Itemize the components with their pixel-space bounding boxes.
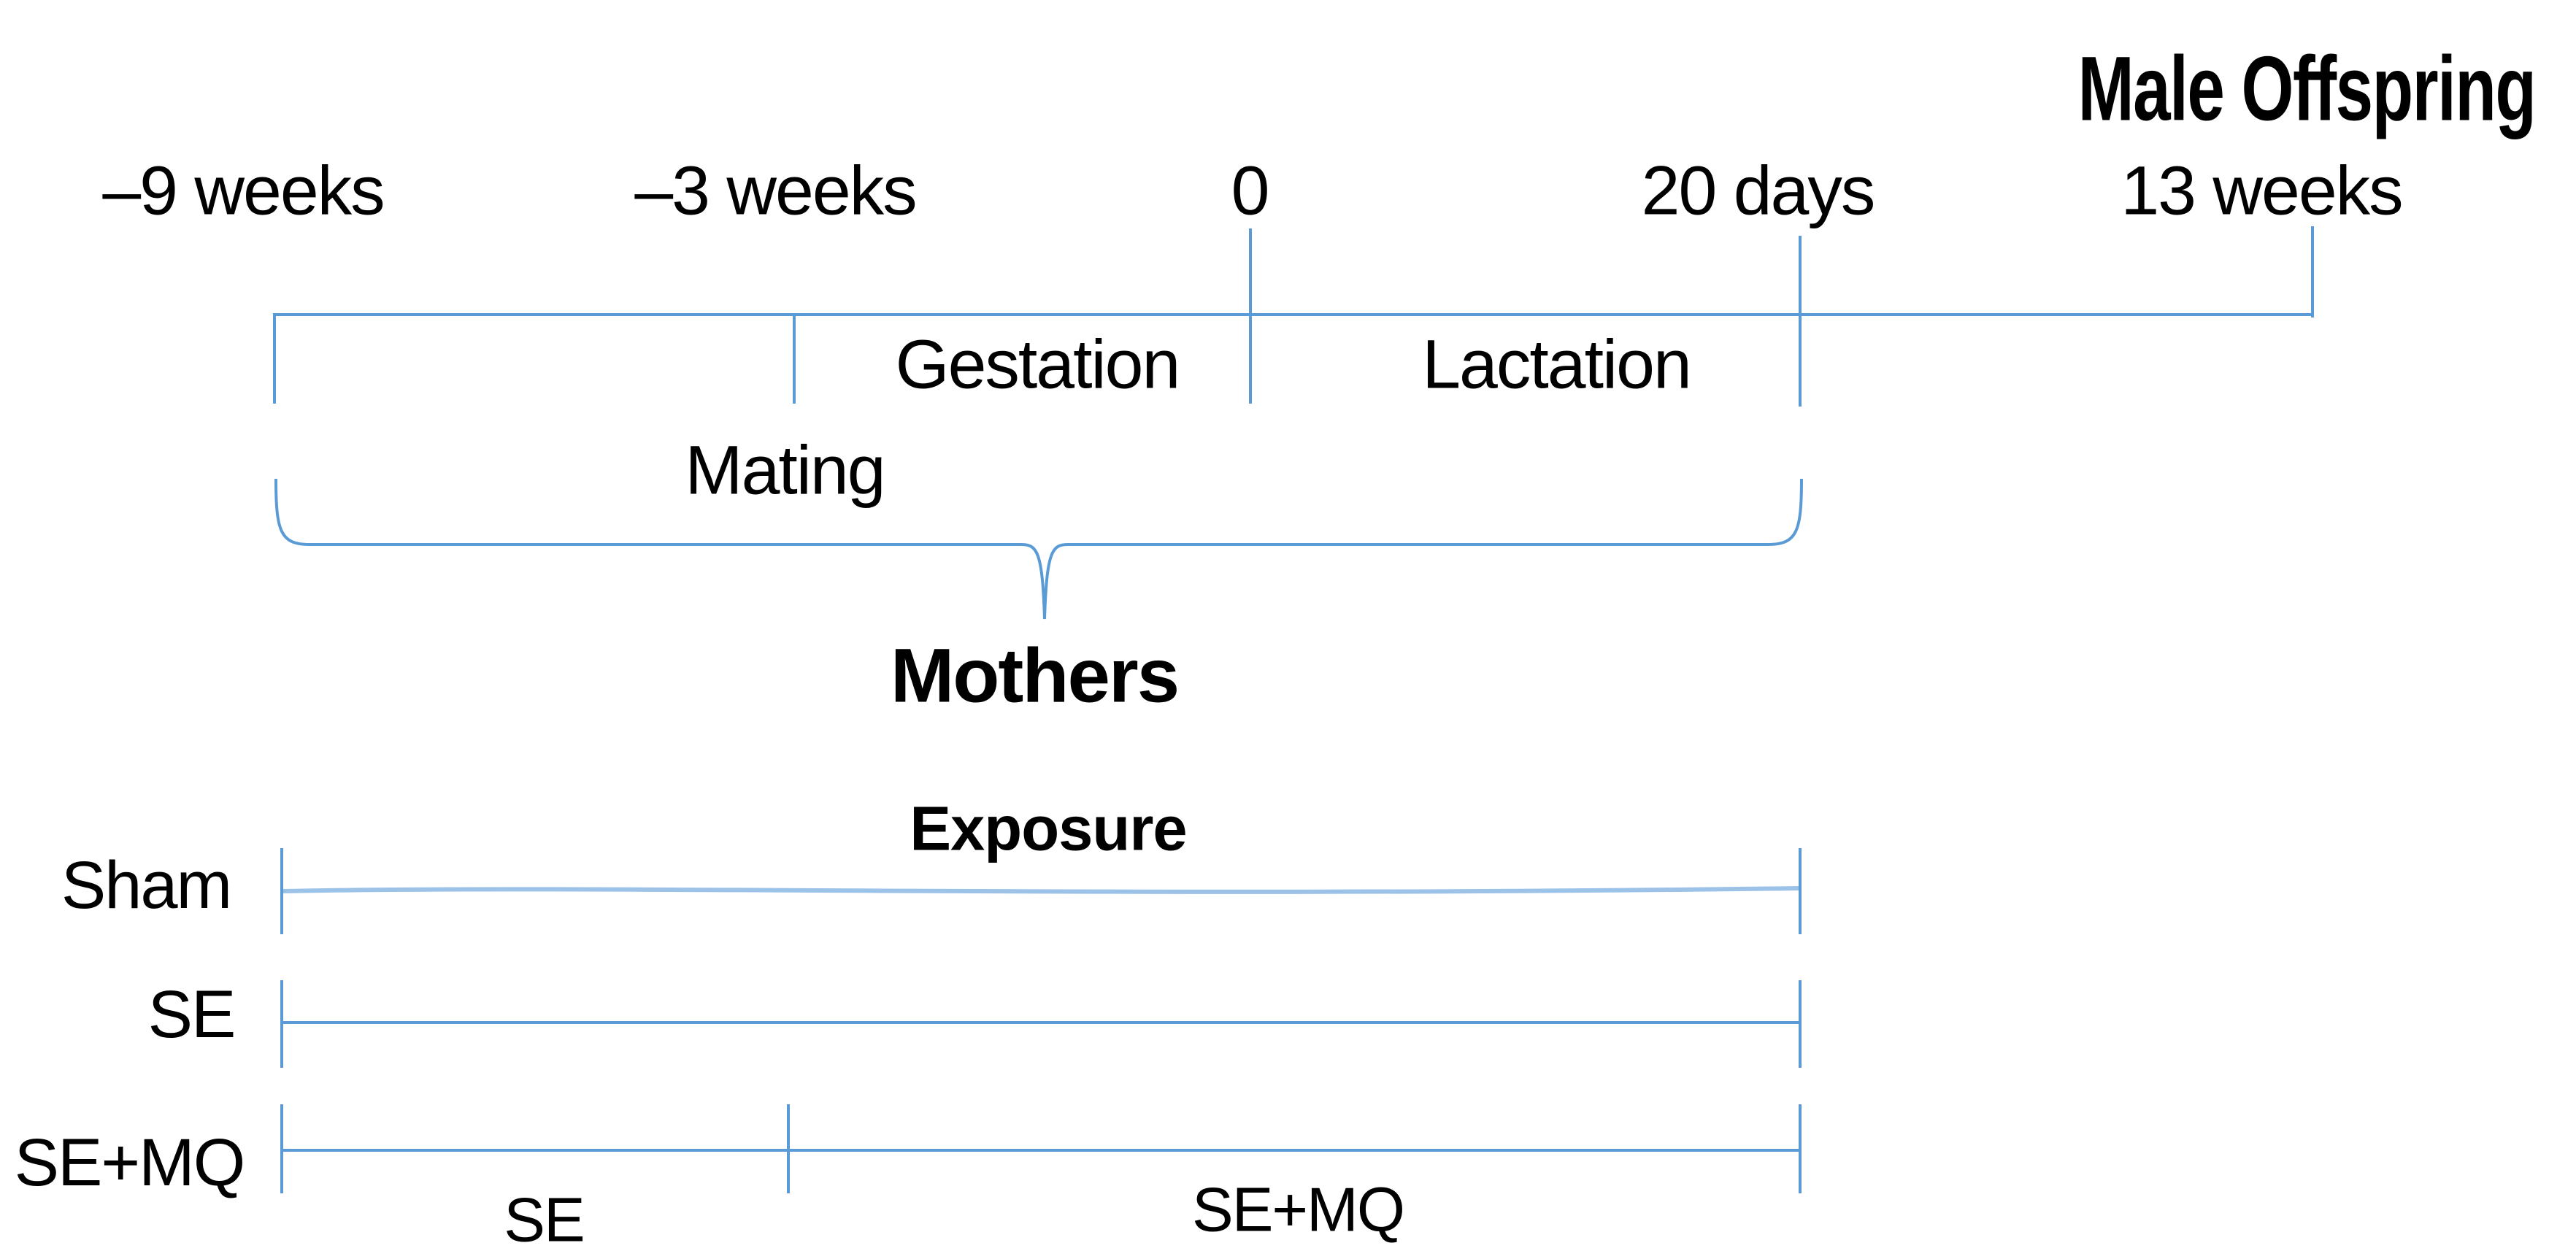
male-offspring-title: Male Offspring [2077, 38, 2537, 140]
tick-neg9-weeks [273, 313, 276, 404]
se-mq-exposure-line [282, 1149, 1802, 1152]
se-right-tick [1799, 980, 1802, 1068]
tick-13-weeks [2311, 226, 2314, 317]
tick-neg3-weeks [793, 313, 796, 404]
row-label-se: SE [147, 977, 237, 1052]
row-label-se-mq: SE+MQ [14, 1125, 246, 1200]
sham-exposure-line [282, 886, 1801, 894]
sham-left-tick [280, 848, 283, 934]
mothers-label: Mothers [890, 633, 1180, 719]
se-mq-middle-tick [787, 1104, 790, 1193]
time-label-neg3-weeks: –3 weeks [634, 152, 917, 230]
tick-zero [1249, 228, 1252, 404]
gestation-label: Gestation [895, 326, 1181, 404]
tick-20-days [1799, 236, 1802, 407]
se-exposure-line [282, 1021, 1802, 1024]
se-mq-right-tick [1799, 1104, 1802, 1193]
exposure-title: Exposure [910, 794, 1187, 864]
time-label-20-days: 20 days [1641, 152, 1876, 230]
segment-label-se-mq: SE+MQ [1192, 1175, 1405, 1245]
se-mq-left-tick [280, 1104, 283, 1193]
time-label-neg9-weeks: –9 weeks [102, 152, 385, 230]
mating-label: Mating [685, 431, 885, 509]
sham-right-tick [1799, 848, 1802, 934]
se-left-tick [280, 980, 283, 1068]
segment-label-se: SE [504, 1185, 585, 1251]
lactation-label: Lactation [1422, 326, 1692, 404]
timeline-line [274, 313, 2314, 316]
time-label-13-weeks: 13 weeks [2121, 152, 2403, 230]
row-label-sham: Sham [61, 848, 232, 923]
mothers-brace [274, 478, 1803, 620]
time-label-zero: 0 [1231, 152, 1270, 230]
